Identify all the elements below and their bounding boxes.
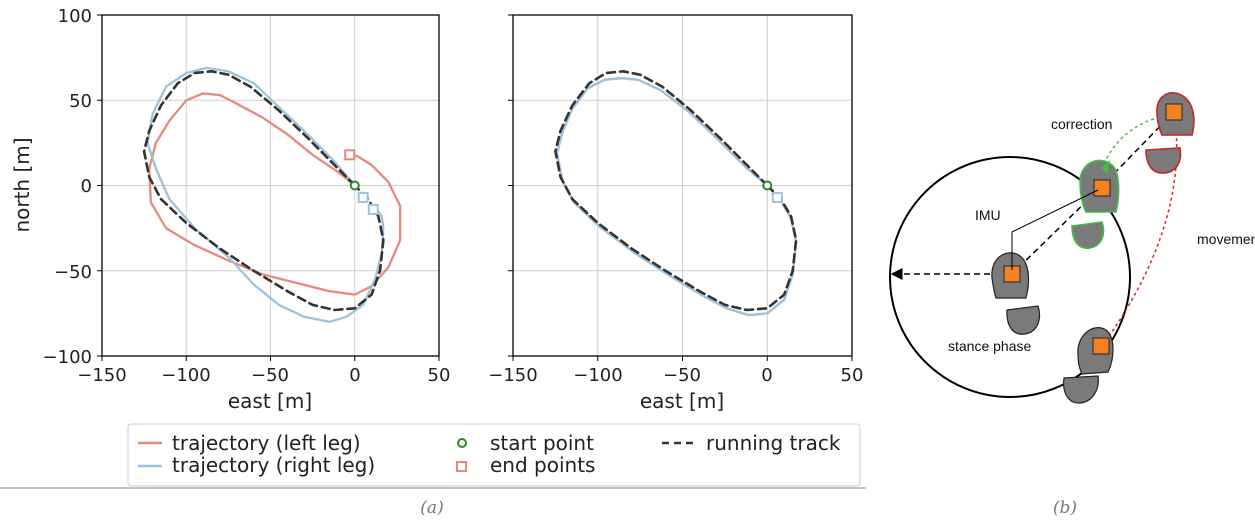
- correction-arrow: [1099, 115, 1171, 176]
- ytick-label: −100: [43, 347, 92, 368]
- shoe-heel: [1071, 221, 1105, 250]
- label-stance-phase: stance phase: [948, 338, 1031, 354]
- series-running-track: [554, 70, 798, 312]
- legend-box: [127, 423, 861, 487]
- legend-label: start point: [490, 431, 594, 455]
- xtick-label: 50: [428, 365, 451, 386]
- xtick-label: 0: [761, 365, 772, 386]
- shoe-heel: [1006, 305, 1041, 335]
- plot-left-frame: [101, 14, 440, 357]
- x-axis-label: east [m]: [640, 389, 724, 413]
- label-imu: IMU: [975, 207, 1001, 223]
- shoe-heel: [1145, 147, 1182, 174]
- imu-box: [1092, 337, 1110, 355]
- corrected-foot: [1071, 159, 1120, 250]
- marker-start-point: [349, 180, 360, 191]
- shoe-heel: [1063, 375, 1099, 404]
- xticks-right: −150 −100 −50 0 50: [488, 365, 863, 386]
- xtick-label: 50: [841, 365, 864, 386]
- ytick-label: 100: [58, 6, 92, 27]
- ytick-label: −50: [54, 262, 92, 283]
- diagram: correction IMU movement stance phase: [889, 92, 1255, 404]
- xtick-label: −100: [161, 365, 210, 386]
- imu-box: [1093, 179, 1111, 197]
- legend-label: trajectory (right leg): [172, 453, 375, 477]
- ytick-label: 50: [69, 91, 92, 112]
- circle-boundary: [889, 156, 1131, 398]
- marker-end-point: [357, 191, 369, 203]
- lines-left: [142, 66, 402, 324]
- xtick-label: −150: [77, 365, 126, 386]
- start-foot: [1063, 327, 1114, 404]
- marker-end-point: [367, 203, 379, 215]
- yticks-left: 100 50 0 −50 −100: [43, 6, 92, 368]
- xtick-label: −50: [251, 365, 289, 386]
- movement-arrow: [1101, 117, 1183, 347]
- xtick-label: −50: [663, 365, 701, 386]
- marker-end-point: [344, 149, 356, 161]
- marker-end-point: [771, 191, 783, 203]
- plot-right-frame: [512, 14, 853, 357]
- moved-foot: [1145, 92, 1195, 174]
- x-axis-label: east [m]: [228, 389, 312, 413]
- legend-swatch-end: [456, 461, 467, 472]
- series-running-track: [142, 70, 385, 312]
- plot-left: −150 −100 −50 0 50 100 50 0 −50 −100 eas…: [10, 6, 450, 413]
- label-correction: correction: [1051, 116, 1112, 132]
- lines-right: [554, 70, 798, 317]
- caption-a: (a): [420, 498, 443, 518]
- grid-left: [97, 14, 440, 361]
- plot-right: −150 −100 −50 0 50 east [m]: [488, 14, 863, 413]
- correction-wedge: [1101, 160, 1110, 174]
- marker-start-point: [762, 180, 773, 191]
- y-axis-label: north [m]: [10, 137, 34, 232]
- imu-box: [1165, 103, 1183, 121]
- ytick-label: 0: [81, 176, 92, 197]
- legend: trajectory (left leg) trajectory (right …: [127, 423, 861, 487]
- imu-leader: [1011, 189, 1099, 233]
- label-movement: movement: [1197, 231, 1255, 247]
- caption-b: (b): [1053, 498, 1077, 518]
- xtick-label: −150: [488, 365, 537, 386]
- series-trajectory-left-leg: [148, 92, 402, 296]
- xtick-label: −100: [573, 365, 622, 386]
- legend-label: end points: [490, 453, 595, 477]
- legend-label: trajectory (left leg): [172, 431, 361, 455]
- grid-right: [508, 14, 853, 361]
- stance-foot: [991, 252, 1041, 335]
- xticks-left: −150 −100 −50 0 50: [77, 365, 450, 386]
- legend-label: running track: [706, 431, 841, 455]
- series-trajectory-right-leg: [146, 66, 385, 324]
- legend-swatch-start: [457, 438, 467, 448]
- xtick-label: 0: [349, 365, 360, 386]
- series-trajectory-right-leg: [555, 76, 798, 317]
